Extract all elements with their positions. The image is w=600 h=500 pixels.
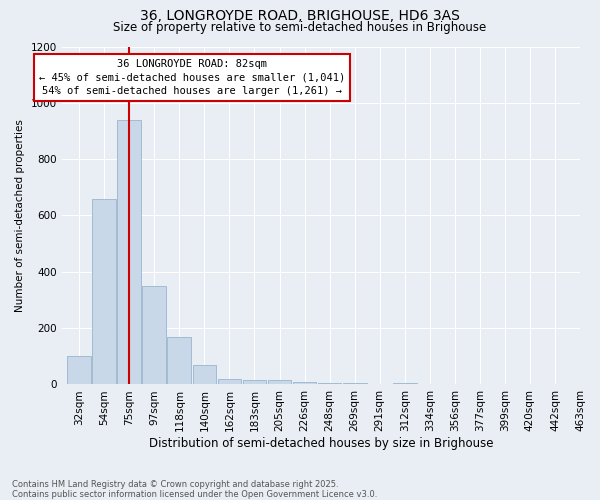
Bar — [268, 380, 292, 384]
Bar — [193, 364, 216, 384]
Text: Size of property relative to semi-detached houses in Brighouse: Size of property relative to semi-detach… — [113, 21, 487, 34]
Bar — [318, 383, 341, 384]
Bar — [118, 120, 141, 384]
Text: Contains HM Land Registry data © Crown copyright and database right 2025.
Contai: Contains HM Land Registry data © Crown c… — [12, 480, 377, 499]
X-axis label: Distribution of semi-detached houses by size in Brighouse: Distribution of semi-detached houses by … — [149, 437, 493, 450]
Bar — [218, 379, 241, 384]
Y-axis label: Number of semi-detached properties: Number of semi-detached properties — [15, 119, 25, 312]
Bar — [167, 336, 191, 384]
Bar — [393, 383, 416, 384]
Text: 36 LONGROYDE ROAD: 82sqm
← 45% of semi-detached houses are smaller (1,041)
54% o: 36 LONGROYDE ROAD: 82sqm ← 45% of semi-d… — [39, 59, 345, 96]
Bar — [242, 380, 266, 384]
Bar — [142, 286, 166, 384]
Bar — [293, 382, 316, 384]
Text: 36, LONGROYDE ROAD, BRIGHOUSE, HD6 3AS: 36, LONGROYDE ROAD, BRIGHOUSE, HD6 3AS — [140, 9, 460, 23]
Bar — [67, 356, 91, 384]
Bar — [92, 198, 116, 384]
Bar — [343, 383, 367, 384]
